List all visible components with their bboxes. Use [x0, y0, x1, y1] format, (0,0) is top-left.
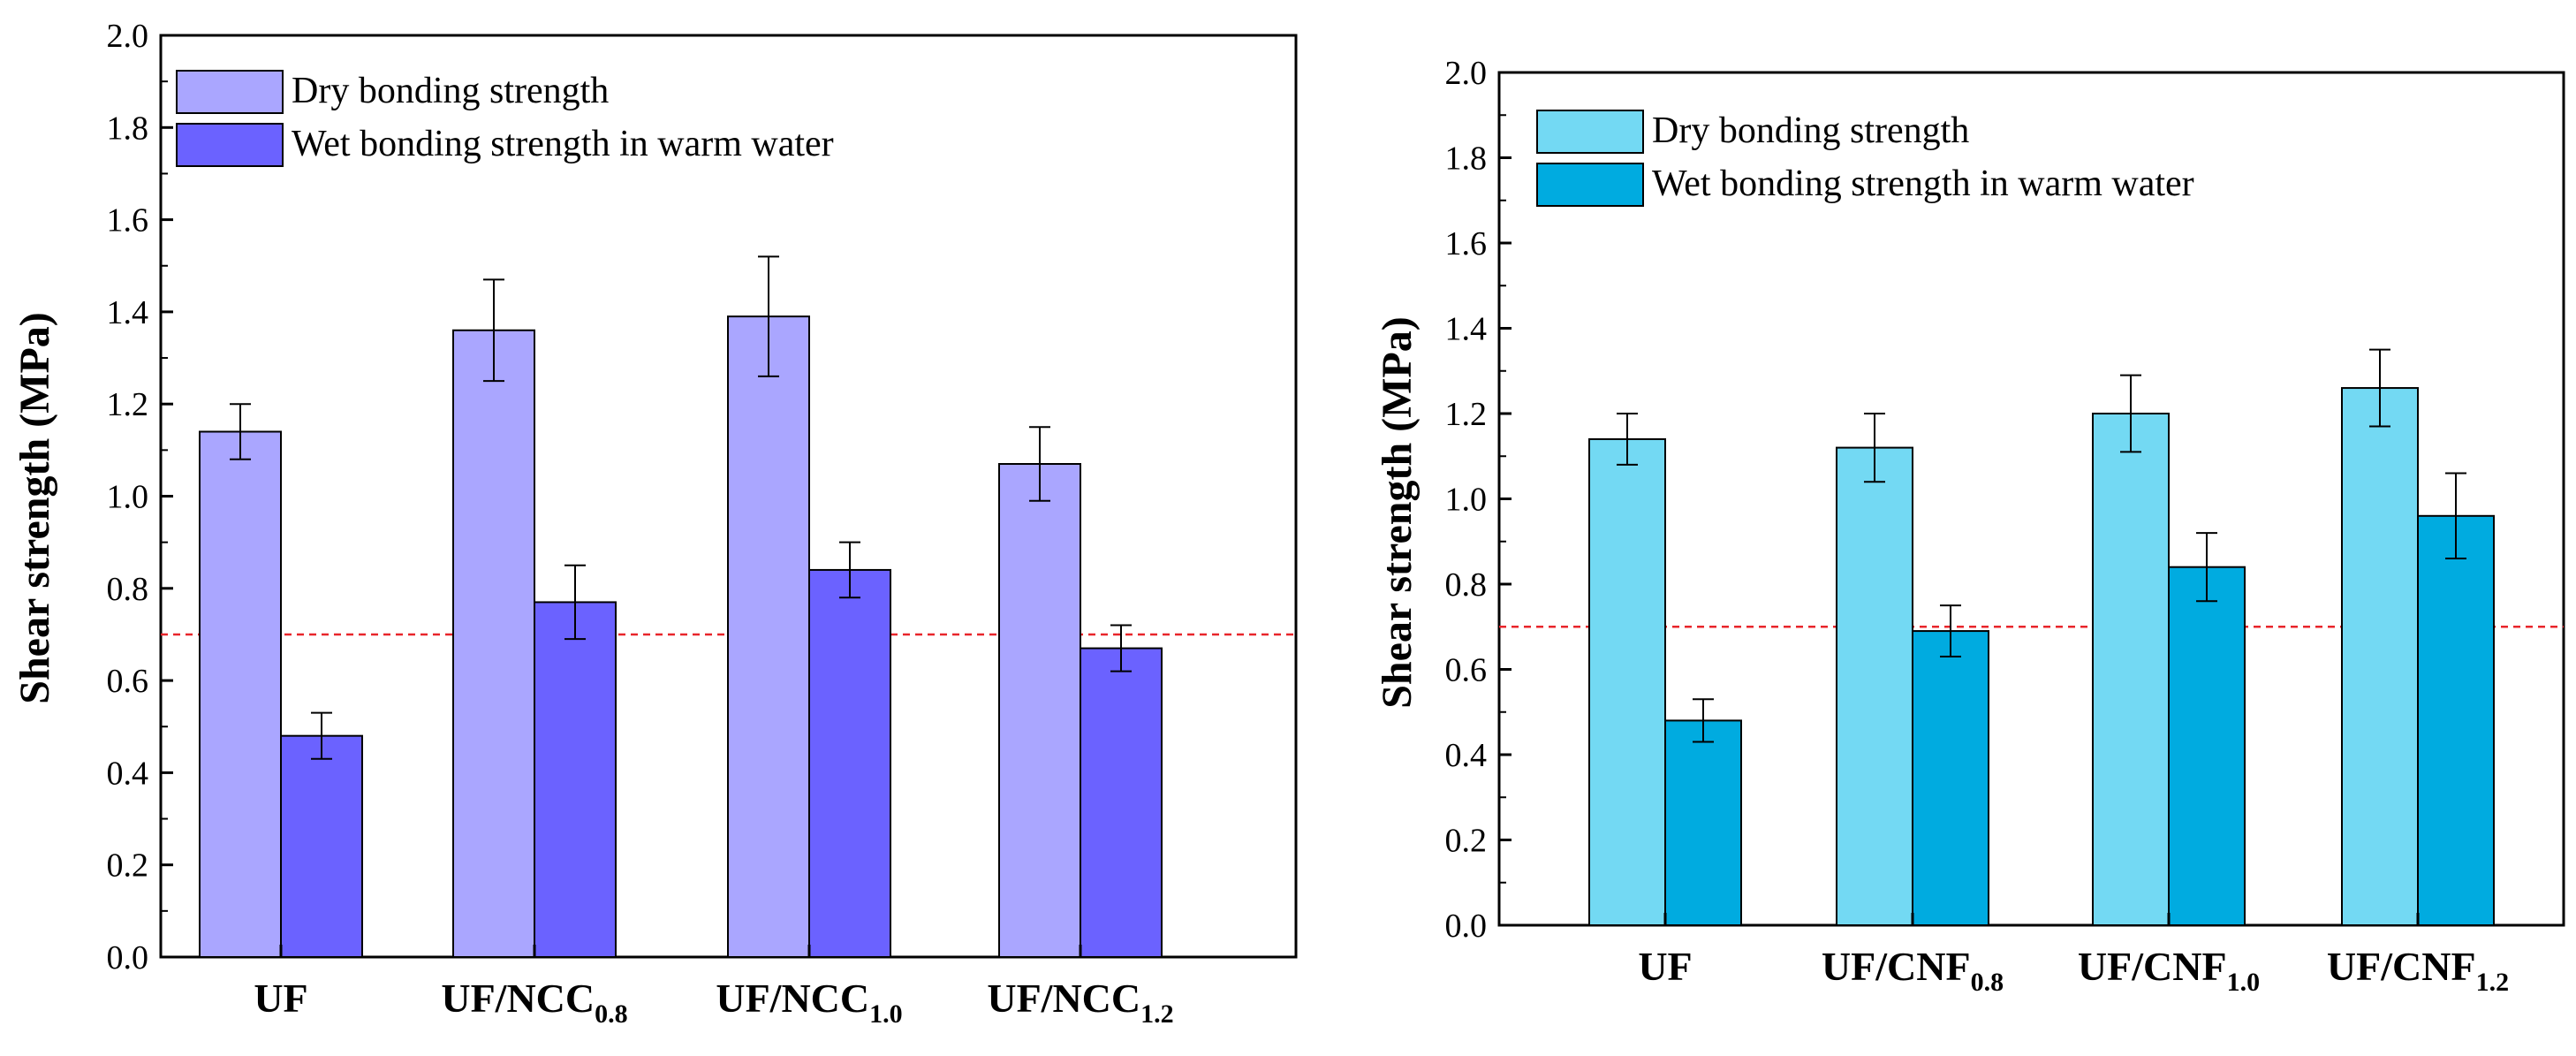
- bar-wet: [2417, 514, 2495, 926]
- bar-wet: [534, 601, 617, 958]
- bar-wet: [1912, 630, 1989, 926]
- y-axis-title: Shear strength (MPa): [1374, 316, 1421, 709]
- bar-wet: [2168, 566, 2246, 926]
- y-tick-label: 0.6: [1445, 652, 1488, 689]
- category-name: UF/NCC: [987, 976, 1140, 1021]
- category-subscript: 0.8: [1971, 968, 2004, 997]
- legend-label: Dry bonding strength: [1652, 110, 1969, 151]
- category-subscript: 1.0: [2227, 968, 2261, 997]
- x-category-label: UF/NCC0.8: [441, 976, 627, 1029]
- category-subscript: 0.8: [595, 999, 628, 1029]
- legend-swatch: [176, 70, 284, 114]
- y-tick-label: 1.8: [1445, 141, 1488, 178]
- y-tick-label: 2.0: [107, 18, 149, 55]
- bar-dry: [727, 315, 810, 958]
- category-name: UF/CNF: [1822, 944, 1971, 989]
- y-tick-label: 1.2: [1445, 396, 1488, 433]
- y-tick-label: 0.4: [1445, 737, 1488, 774]
- y-tick-label: 1.0: [1445, 482, 1488, 519]
- y-tick-label: 1.4: [107, 294, 149, 331]
- bar-dry: [1836, 446, 1913, 927]
- y-tick-label: 1.0: [107, 479, 149, 516]
- bar-dry: [998, 462, 1081, 958]
- x-category-label: UF/CNF1.0: [2078, 944, 2260, 997]
- category-name: UF/NCC: [716, 976, 869, 1021]
- legend-swatch: [1536, 163, 1644, 207]
- legend-label: Wet bonding strength in warm water: [292, 124, 834, 164]
- y-tick-label: 0.2: [1445, 823, 1488, 860]
- bar-dry: [199, 430, 282, 958]
- category-name: UF/CNF: [2327, 944, 2476, 989]
- category-name: UF: [254, 976, 307, 1021]
- bar-wet: [1080, 647, 1163, 958]
- bar-wet: [808, 568, 891, 958]
- y-axis-title: Shear strength (MPa): [11, 312, 58, 704]
- bar-dry: [2092, 413, 2170, 926]
- y-tick-label: 1.8: [107, 110, 149, 147]
- category-subscript: 1.2: [2476, 968, 2510, 997]
- y-tick-label: 0.8: [1445, 566, 1488, 604]
- y-tick-label: 2.0: [1445, 55, 1488, 92]
- y-tick-label: 1.4: [1445, 311, 1488, 348]
- y-tick-label: 0.6: [107, 663, 149, 700]
- y-tick-label: 0.4: [107, 755, 149, 792]
- bar-wet: [280, 734, 363, 958]
- y-tick-label: 0.0: [107, 939, 149, 976]
- category-name: UF/CNF: [2078, 944, 2227, 989]
- y-tick-label: 1.2: [107, 386, 149, 423]
- category-name: UF: [1638, 944, 1692, 989]
- x-category-label: UF: [254, 976, 307, 1021]
- legend-swatch: [176, 123, 284, 167]
- bar-wet: [1664, 719, 1742, 927]
- left-chart-panel: 0.0 0.2 0.4 0.6 0.8 1.0 1.2 1.4 1.6 1.8 2.0 Shear s…: [11, 18, 1298, 1029]
- y-tick-label: 1.6: [107, 202, 149, 239]
- bar-dry: [452, 329, 535, 958]
- y-tick-label: 0.8: [107, 571, 149, 608]
- y-tick-label: 1.6: [1445, 225, 1488, 262]
- x-category-label: UF/CNF1.2: [2327, 944, 2509, 997]
- bar-dry: [1588, 437, 1666, 926]
- x-category-label: UF: [1638, 944, 1692, 989]
- legend-label: Wet bonding strength in warm water: [1652, 163, 2194, 204]
- legend-swatch: [1536, 110, 1644, 154]
- x-category-label: UF/NCC1.2: [987, 976, 1173, 1029]
- y-tick-label: 0.2: [107, 847, 149, 885]
- category-name: UF/NCC: [441, 976, 595, 1021]
- right-chart-panel: 0.0 0.2 0.4 0.6 0.8 1.0 1.2 1.4 1.6 1.8 2.0 Shear s…: [1374, 55, 2565, 997]
- legend-label: Dry bonding strength: [292, 71, 609, 111]
- category-subscript: 1.0: [869, 999, 903, 1029]
- x-category-label: UF/NCC1.0: [716, 976, 902, 1029]
- y-tick-label: 0.0: [1445, 908, 1488, 945]
- bar-dry: [2341, 387, 2419, 926]
- x-category-label: UF/CNF0.8: [1822, 944, 2004, 997]
- category-subscript: 1.2: [1140, 999, 1174, 1029]
